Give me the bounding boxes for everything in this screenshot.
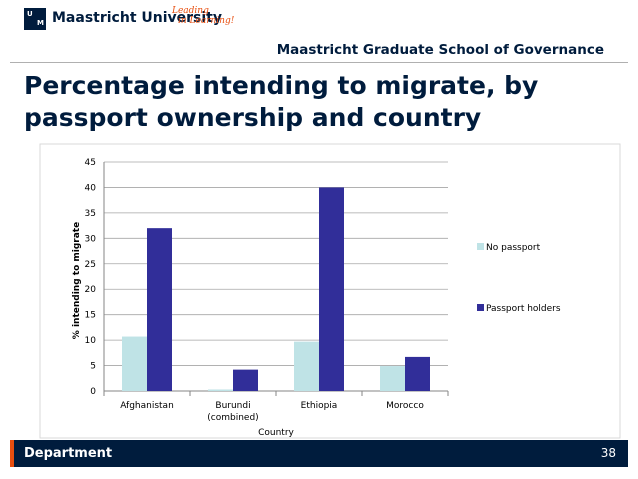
legend-swatch bbox=[477, 304, 484, 311]
header-divider bbox=[10, 62, 628, 63]
logo-letter-m: M bbox=[37, 19, 44, 27]
tagline-line-2: in Learning! bbox=[178, 16, 235, 26]
university-logo: U M Maastricht University Leading in Lea… bbox=[24, 6, 234, 36]
x-tick-label: Ethiopia bbox=[301, 401, 338, 411]
x-axis-title: Country bbox=[258, 428, 294, 438]
slide-title: Percentage intending to migrate, by pass… bbox=[24, 71, 539, 132]
footer-department: Department bbox=[24, 446, 113, 461]
y-tick-label: 5 bbox=[90, 362, 96, 372]
x-tick-label: Afghanistan bbox=[120, 401, 174, 411]
legend-label: No passport bbox=[486, 243, 541, 253]
bar-no-passport bbox=[122, 336, 147, 391]
y-tick-label: 30 bbox=[85, 234, 97, 244]
y-tick-label: 10 bbox=[85, 336, 97, 346]
bar-passport-holders bbox=[147, 228, 172, 391]
x-tick-label: Burundi bbox=[215, 401, 250, 411]
y-axis-title: % intending to migrate bbox=[72, 222, 82, 339]
y-tick-label: 40 bbox=[85, 183, 97, 193]
y-tick-label: 20 bbox=[85, 285, 97, 295]
chart-frame bbox=[39, 143, 621, 439]
y-tick-label: 0 bbox=[90, 387, 96, 397]
y-tick-label: 25 bbox=[85, 260, 96, 270]
school-name: Maastricht Graduate School of Governance bbox=[276, 42, 604, 58]
tagline-line-1: Leading bbox=[172, 6, 209, 16]
university-name: Maastricht University bbox=[52, 10, 222, 26]
y-tick-label: 45 bbox=[85, 158, 96, 168]
legend-swatch bbox=[477, 243, 484, 250]
y-tick-label: 15 bbox=[85, 311, 96, 321]
logo-letter-u: U bbox=[27, 10, 33, 18]
um-logo-icon: U M bbox=[24, 8, 46, 30]
bar-passport-holders bbox=[319, 187, 344, 391]
university-tagline: Leading in Learning! bbox=[172, 6, 234, 26]
bar-passport-holders bbox=[233, 369, 258, 391]
footer-accent bbox=[10, 440, 14, 467]
bar-no-passport bbox=[208, 389, 233, 391]
legend-label: Passport holders bbox=[486, 304, 561, 314]
y-tick-label: 35 bbox=[85, 209, 96, 219]
x-tick-label: Morocco bbox=[386, 401, 424, 411]
bar-chart: 0 5 10 15 20 25 30 35 40 45 Afghanistan Burundi (com… bbox=[39, 143, 621, 439]
bar-no-passport bbox=[380, 366, 405, 391]
footer-bar: Department 38 bbox=[10, 440, 628, 467]
x-tick-label: (combined) bbox=[207, 413, 258, 423]
bar-no-passport bbox=[294, 341, 319, 391]
page-number: 38 bbox=[600, 446, 616, 460]
bar-passport-holders bbox=[405, 356, 430, 391]
